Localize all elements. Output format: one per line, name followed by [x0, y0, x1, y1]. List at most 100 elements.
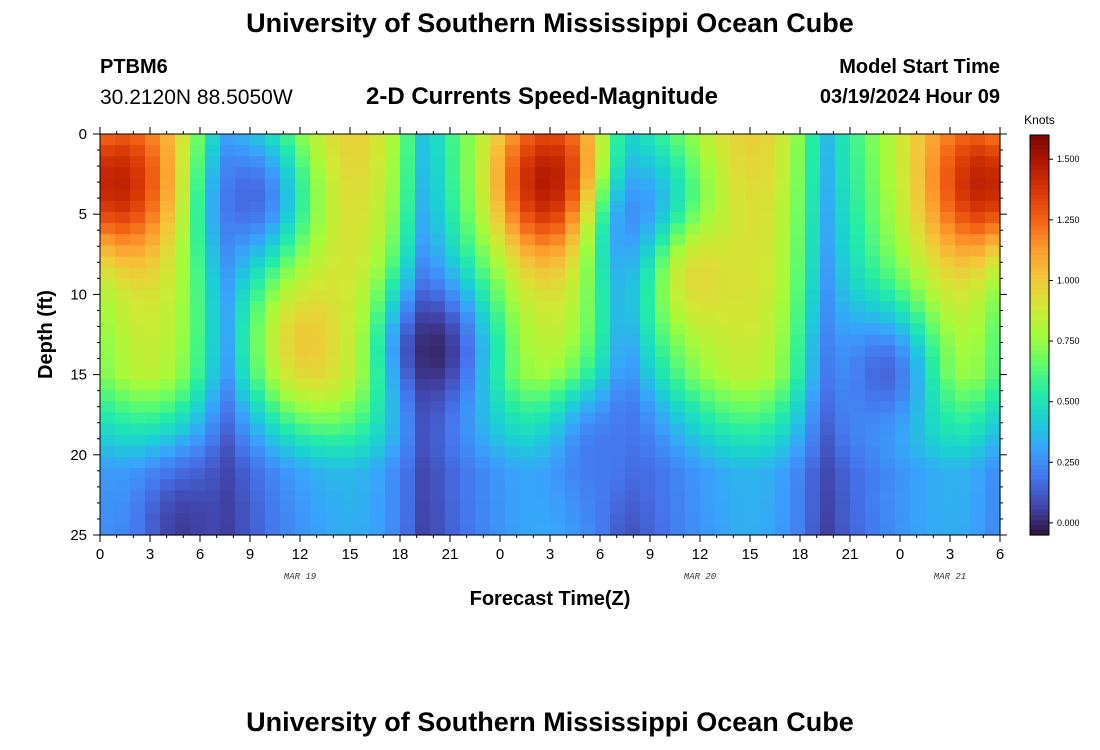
heatmap-cell [985, 200, 1001, 213]
heatmap-cell [760, 457, 776, 469]
heatmap-cell [400, 223, 416, 235]
heatmap-cell [625, 223, 641, 235]
heatmap-cell [265, 468, 281, 480]
heatmap-cell [160, 278, 176, 291]
heatmap-cell [460, 412, 476, 425]
heatmap-cell [385, 323, 401, 336]
heatmap-cell [415, 323, 431, 336]
heatmap-cell [715, 323, 731, 336]
heatmap-cell [550, 423, 566, 436]
heatmap-cell [550, 167, 566, 180]
heatmap-cell [175, 245, 191, 258]
heatmap-cell [235, 301, 251, 313]
heatmap-cell [985, 245, 1001, 258]
heatmap-cell [505, 468, 521, 480]
heatmap-cell [250, 412, 266, 425]
heatmap-cell [250, 390, 266, 402]
heatmap-cell [505, 289, 521, 302]
colorbar-segment [1030, 330, 1049, 336]
heatmap-cell [505, 223, 521, 235]
heatmap-cell [910, 379, 926, 391]
heatmap-cell [415, 200, 431, 213]
heatmap-cell [565, 512, 581, 525]
heatmap-cell [730, 434, 746, 447]
heatmap-cell [475, 289, 491, 302]
heatmap-cell [985, 379, 1001, 391]
heatmap-cell [820, 434, 836, 447]
heatmap-cell [835, 401, 851, 414]
heatmap-cell [880, 200, 896, 213]
heatmap-cell [775, 412, 791, 425]
heatmap-cell [415, 267, 431, 280]
heatmap-cell [250, 145, 266, 157]
heatmap-cell [355, 356, 371, 369]
heatmap-cell [235, 323, 251, 336]
heatmap-cell [190, 379, 206, 391]
heatmap-cell [190, 278, 206, 291]
heatmap-cell [640, 278, 656, 291]
heatmap-cell [175, 234, 191, 246]
heatmap-cell [550, 223, 566, 235]
heatmap-cell [895, 412, 911, 425]
heatmap-cell [160, 434, 176, 447]
heatmap-cell [745, 256, 761, 269]
heatmap-cell [685, 490, 701, 503]
heatmap-cell [535, 189, 551, 202]
heatmap-cell [730, 468, 746, 480]
heatmap-cell [775, 445, 791, 458]
heatmap-cell [145, 134, 161, 146]
heatmap-cell [595, 512, 611, 525]
heatmap-cell [535, 501, 551, 514]
heatmap-cell [640, 523, 656, 536]
heatmap-cell [775, 278, 791, 291]
heatmap-cell [130, 211, 146, 224]
colorbar-segment [1030, 245, 1049, 251]
heatmap-cell [970, 301, 986, 313]
heatmap-cell [880, 445, 896, 458]
heatmap-cell [160, 323, 176, 336]
heatmap-cell [100, 245, 116, 258]
heatmap-cell [730, 379, 746, 391]
heatmap-cell [235, 490, 251, 503]
heatmap-cell [595, 134, 611, 146]
heatmap-cell [175, 156, 191, 169]
heatmap-cell [310, 356, 326, 369]
colorbar-frame [1029, 134, 1050, 536]
x-tick-label: 15 [742, 546, 759, 563]
heatmap-cell [235, 390, 251, 402]
heatmap-cell [880, 434, 896, 447]
heatmap-cell [790, 434, 806, 447]
heatmap-cell [175, 211, 191, 224]
heatmap-cell [130, 457, 146, 469]
heatmap-cell [805, 301, 821, 313]
heatmap-cell [250, 200, 266, 213]
heatmap-cell [805, 501, 821, 514]
heatmap-cell [190, 256, 206, 269]
heatmap-cell [475, 468, 491, 480]
heatmap-cell [400, 278, 416, 291]
colorbar-segment [1030, 355, 1049, 361]
heatmap-cell [490, 267, 506, 280]
heatmap-cell [505, 200, 521, 213]
heatmap-cell [865, 490, 881, 503]
heatmap-cell [505, 501, 521, 514]
heatmap-cell [640, 289, 656, 302]
heatmap-cell [325, 134, 341, 146]
heatmap-cell [880, 523, 896, 536]
colorbar-segment [1030, 155, 1049, 161]
colorbar-tick-label: 0.750 [1057, 336, 1080, 346]
heatmap-cell [640, 512, 656, 525]
heatmap-cell [985, 390, 1001, 402]
heatmap-cell [220, 211, 236, 224]
heatmap-cell [190, 445, 206, 458]
heatmap-cell [265, 523, 281, 536]
heatmap-cell [190, 334, 206, 347]
colorbar-segment [1030, 160, 1049, 166]
heatmap-cell [415, 301, 431, 313]
heatmap-cell [205, 457, 221, 469]
heatmap-cell [460, 200, 476, 213]
heatmap-cell [250, 256, 266, 269]
heatmap-cell [970, 178, 986, 191]
heatmap-cell [220, 278, 236, 291]
